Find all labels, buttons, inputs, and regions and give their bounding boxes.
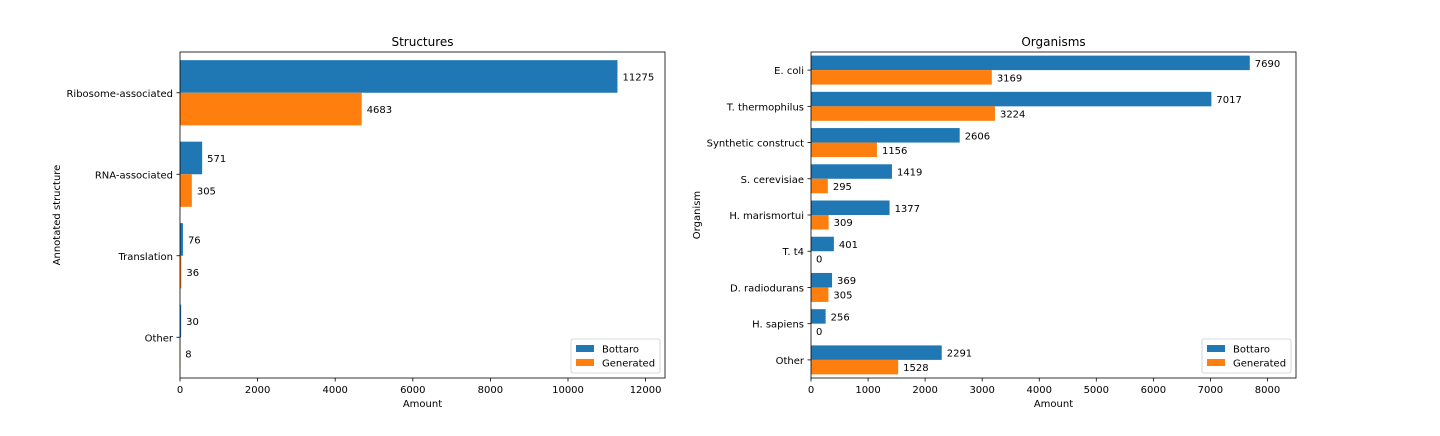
x-tick-label: 12000 <box>630 385 662 396</box>
data-label: 0 <box>816 254 822 265</box>
bar-bottaro-4 <box>811 201 890 215</box>
x-tick-label: 6000 <box>1141 385 1166 396</box>
x-tick-label: 0 <box>177 385 183 396</box>
chart-title: Organisms <box>1021 35 1085 49</box>
bar-bottaro-1 <box>180 142 202 175</box>
legend-swatch-generated <box>1207 359 1225 366</box>
data-label: 401 <box>839 240 858 251</box>
bar-bottaro-0 <box>180 60 617 93</box>
x-axis-label: Amount <box>403 399 442 410</box>
y-tick-label: Other <box>145 333 174 344</box>
data-label: 1377 <box>895 204 920 215</box>
chart-0: 11275 4683 Ribosome-associated 571 305 RNA-as… <box>52 35 665 410</box>
x-tick-label: 5000 <box>1084 385 1109 396</box>
legend-swatch-bottaro <box>576 345 594 352</box>
bar-generated-1 <box>811 106 995 120</box>
x-axis-label: Amount <box>1034 399 1073 410</box>
bar-generated-0 <box>811 70 992 84</box>
bar-bottaro-0 <box>811 56 1250 70</box>
data-label: 3169 <box>997 73 1022 84</box>
bar-generated-4 <box>811 215 829 229</box>
data-label: 571 <box>207 154 226 165</box>
y-tick-label: S. cerevisiae <box>741 175 804 186</box>
data-label: 36 <box>186 268 199 279</box>
bar-bottaro-8 <box>811 345 942 359</box>
x-tick-label: 8000 <box>1255 385 1280 396</box>
data-label: 305 <box>197 187 216 198</box>
data-label: 7017 <box>1216 95 1241 106</box>
data-label: 4683 <box>367 105 392 116</box>
bar-generated-2 <box>811 143 877 157</box>
legend-swatch-bottaro <box>1207 345 1225 352</box>
bar-bottaro-3 <box>811 164 892 178</box>
legend-label: Generated <box>1233 359 1286 370</box>
data-label: 7690 <box>1255 59 1280 70</box>
bar-generated-6 <box>811 287 828 301</box>
x-tick-label: 2000 <box>912 385 937 396</box>
data-label: 1156 <box>882 146 907 157</box>
bar-generated-0 <box>180 93 362 126</box>
x-tick-label: 0 <box>808 385 814 396</box>
y-axis-label: Organism <box>692 191 703 239</box>
y-tick-label: Translation <box>118 252 174 263</box>
y-tick-label: E. coli <box>774 66 804 77</box>
y-axis-label: Annotated structure <box>52 165 63 266</box>
bar-generated-1 <box>180 174 192 207</box>
data-label: 0 <box>816 327 822 338</box>
x-tick-label: 2000 <box>245 385 270 396</box>
legend-label: Bottaro <box>602 345 639 356</box>
data-label: 256 <box>831 312 850 323</box>
legend: Bottaro Generated <box>1202 339 1291 373</box>
x-tick-label: 10000 <box>552 385 584 396</box>
chart-1: 7690 3169 E. coli 7017 3224 T. thermophilus 26… <box>692 35 1296 410</box>
y-tick-label: Synthetic construct <box>707 139 804 150</box>
x-tick-label: 4000 <box>322 385 347 396</box>
y-tick-label: D. radiodurans <box>730 283 804 294</box>
legend-swatch-generated <box>576 359 594 366</box>
x-tick-label: 3000 <box>969 385 994 396</box>
data-label: 295 <box>833 182 852 193</box>
x-tick-label: 7000 <box>1198 385 1223 396</box>
y-tick-label: Other <box>776 356 805 367</box>
bar-bottaro-6 <box>811 273 832 287</box>
bar-bottaro-1 <box>811 92 1211 106</box>
data-label: 309 <box>834 218 853 229</box>
data-label: 2606 <box>965 131 990 142</box>
bar-bottaro-2 <box>180 223 183 256</box>
data-label: 369 <box>837 276 856 287</box>
bar-bottaro-2 <box>811 128 960 142</box>
y-tick-label: T. t4 <box>781 247 804 258</box>
data-label: 1528 <box>903 363 928 374</box>
legend-label: Generated <box>602 359 655 370</box>
bar-bottaro-7 <box>811 309 826 323</box>
data-label: 305 <box>833 291 852 302</box>
data-label: 1419 <box>897 168 922 179</box>
bar-bottaro-5 <box>811 237 834 251</box>
legend: Bottaro Generated <box>571 339 660 373</box>
y-tick-label: Ribosome-associated <box>66 89 173 100</box>
chart-title: Structures <box>391 35 453 49</box>
x-tick-label: 1000 <box>855 385 880 396</box>
y-tick-label: H. sapiens <box>752 320 804 331</box>
x-tick-label: 4000 <box>1027 385 1052 396</box>
bar-generated-8 <box>811 360 898 374</box>
data-label: 2291 <box>947 349 972 360</box>
data-label: 11275 <box>622 72 654 83</box>
y-tick-label: RNA-associated <box>95 170 173 181</box>
y-tick-label: T. thermophilus <box>726 102 804 113</box>
data-label: 8 <box>185 350 191 361</box>
y-tick-label: H. marismortui <box>729 211 804 222</box>
bar-generated-3 <box>811 179 828 193</box>
data-label: 3224 <box>1000 110 1025 121</box>
x-tick-label: 8000 <box>478 385 503 396</box>
data-label: 76 <box>188 235 201 246</box>
data-label: 30 <box>186 317 199 328</box>
legend-label: Bottaro <box>1233 345 1270 356</box>
x-tick-label: 6000 <box>400 385 425 396</box>
